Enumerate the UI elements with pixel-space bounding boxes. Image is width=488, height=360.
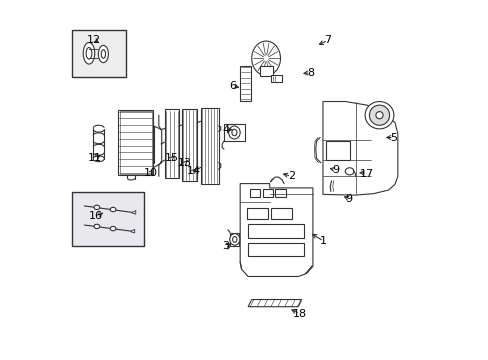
Bar [239,66,250,101]
Bar [182,109,197,181]
Text: 17: 17 [359,168,373,179]
Text: 11: 11 [88,153,102,163]
Ellipse shape [83,42,95,64]
Ellipse shape [365,102,393,129]
Ellipse shape [229,234,239,245]
Text: 14: 14 [186,166,201,176]
Polygon shape [247,300,301,307]
Ellipse shape [98,45,108,63]
Text: 10: 10 [143,168,158,178]
Text: 4: 4 [222,125,229,135]
Text: 15: 15 [164,153,179,163]
Text: 18: 18 [292,309,306,319]
Bar [120,111,151,174]
Text: 9: 9 [331,165,339,175]
Bar [247,243,303,256]
Text: 8: 8 [306,68,313,78]
Bar [262,189,272,197]
Bar [164,109,179,178]
Polygon shape [322,102,397,195]
Bar [325,141,349,160]
Ellipse shape [94,205,100,210]
Ellipse shape [228,126,240,139]
Bar [230,233,239,246]
Bar [259,66,272,76]
Bar [200,108,218,184]
Bar [271,208,292,219]
Ellipse shape [94,224,100,229]
Ellipse shape [375,112,382,119]
Polygon shape [240,184,312,276]
Text: 6: 6 [229,81,236,91]
Ellipse shape [345,168,353,175]
Text: 2: 2 [287,171,294,181]
Text: 1: 1 [320,236,326,246]
Ellipse shape [110,226,116,231]
Text: 16: 16 [89,211,103,221]
Text: 5: 5 [389,132,397,143]
Text: 13: 13 [178,158,192,168]
Ellipse shape [110,207,116,212]
Bar [271,75,281,82]
Bar [72,30,125,77]
Ellipse shape [251,41,280,76]
Bar [118,110,152,175]
Text: 9: 9 [345,194,352,204]
Ellipse shape [368,105,389,125]
Text: 3: 3 [222,240,229,251]
Bar [247,208,268,219]
Bar [247,224,303,238]
Bar [224,124,244,141]
Text: 12: 12 [87,35,101,45]
Text: 7: 7 [324,35,331,45]
Bar [249,189,260,197]
Bar [275,189,285,197]
Ellipse shape [81,223,87,227]
Bar [72,192,144,246]
Ellipse shape [81,204,87,208]
